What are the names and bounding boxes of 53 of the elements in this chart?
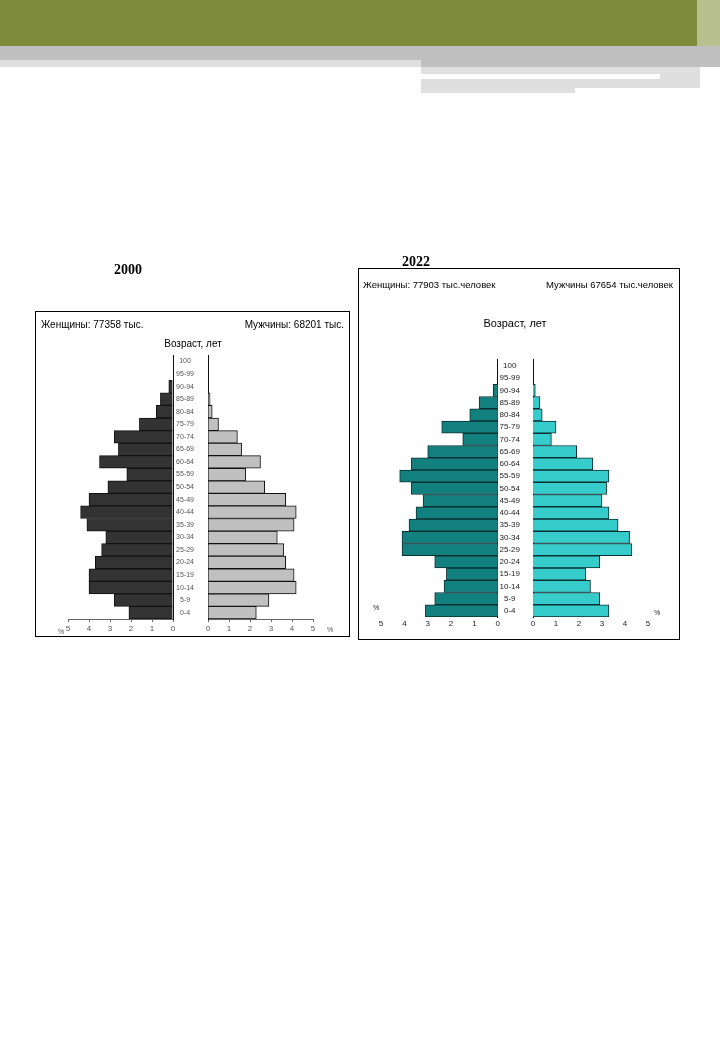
y-tick-label: 0-4 (503, 606, 517, 616)
x-tick-label: 2 (448, 619, 454, 628)
chart-subtitle: Мужчины 67654 тыс.человек (546, 279, 673, 291)
y-tick-label: 80-84 (499, 410, 521, 420)
x-tick-label: 5 (65, 624, 71, 633)
y-tick-label: 15-19 (499, 569, 521, 579)
x-tick-label: 2 (128, 624, 134, 633)
x-tick-label: 4 (402, 619, 408, 628)
y-tick-label: 40-44 (499, 508, 521, 518)
x-tick-label: 5 (645, 619, 651, 628)
chart-subtitle: Женщины: 77903 тыс.человек (363, 279, 496, 291)
x-tick-label: 4 (289, 624, 295, 633)
y-tick-label: 5-9 (503, 593, 517, 603)
x-tick-label: 3 (107, 624, 113, 633)
y-tick-label: 30-34 (499, 532, 521, 542)
x-tick-label: 0 (495, 619, 501, 628)
x-tick-label: 0 (205, 624, 211, 633)
y-tick-label: 25-29 (499, 544, 521, 554)
x-tick-label: 3 (268, 624, 274, 633)
y-tick-label: 90-94 (499, 385, 521, 395)
y-tick-label: 100 (503, 361, 517, 371)
y-tick-label: 55-59 (499, 471, 521, 481)
x-tick-label: 4 (86, 624, 92, 633)
y-tick-label: 65-69 (499, 446, 521, 456)
x-tick-label: 4 (622, 619, 628, 628)
y-tick-label: 70-74 (499, 434, 521, 444)
y-axis-title: Возраст, лет (483, 317, 547, 330)
x-tick-label: 1 (472, 619, 478, 628)
y-tick-label: 85-89 (499, 397, 521, 407)
x-tick-label: 1 (149, 624, 155, 633)
chart-title: 2022 (402, 254, 430, 271)
y-tick-label: 45-49 (499, 495, 521, 505)
y-tick-label: 35-39 (499, 520, 521, 530)
y-tick-label: 60-64 (499, 459, 521, 469)
chart-subtitle: Женщины: 77358 тыс. (41, 319, 144, 331)
chart-title: 2000 (114, 262, 142, 279)
x-tick-label: 0 (530, 619, 536, 628)
x-tick-label: 5 (378, 619, 384, 628)
chart-subtitle: Мужчины: 68201 тыс. (244, 319, 344, 331)
y-tick-label: 20-24 (499, 557, 521, 567)
x-tick-label: 1 (553, 619, 559, 628)
y-tick-label: 50-54 (499, 483, 521, 493)
x-tick-label: 1 (226, 624, 232, 633)
x-tick-label: 3 (425, 619, 431, 628)
x-tick-label: 2 (576, 619, 582, 628)
y-tick-label: 95-99 (499, 373, 521, 383)
x-tick-label: 0 (170, 624, 176, 633)
y-tick-label: 10-14 (499, 581, 521, 591)
y-tick-label: 75-79 (499, 422, 521, 432)
y-axis-title: Возраст, лет (164, 338, 222, 350)
x-tick-label: 5 (310, 624, 316, 633)
x-tick-label: 3 (599, 619, 605, 628)
x-tick-label: 2 (247, 624, 253, 633)
